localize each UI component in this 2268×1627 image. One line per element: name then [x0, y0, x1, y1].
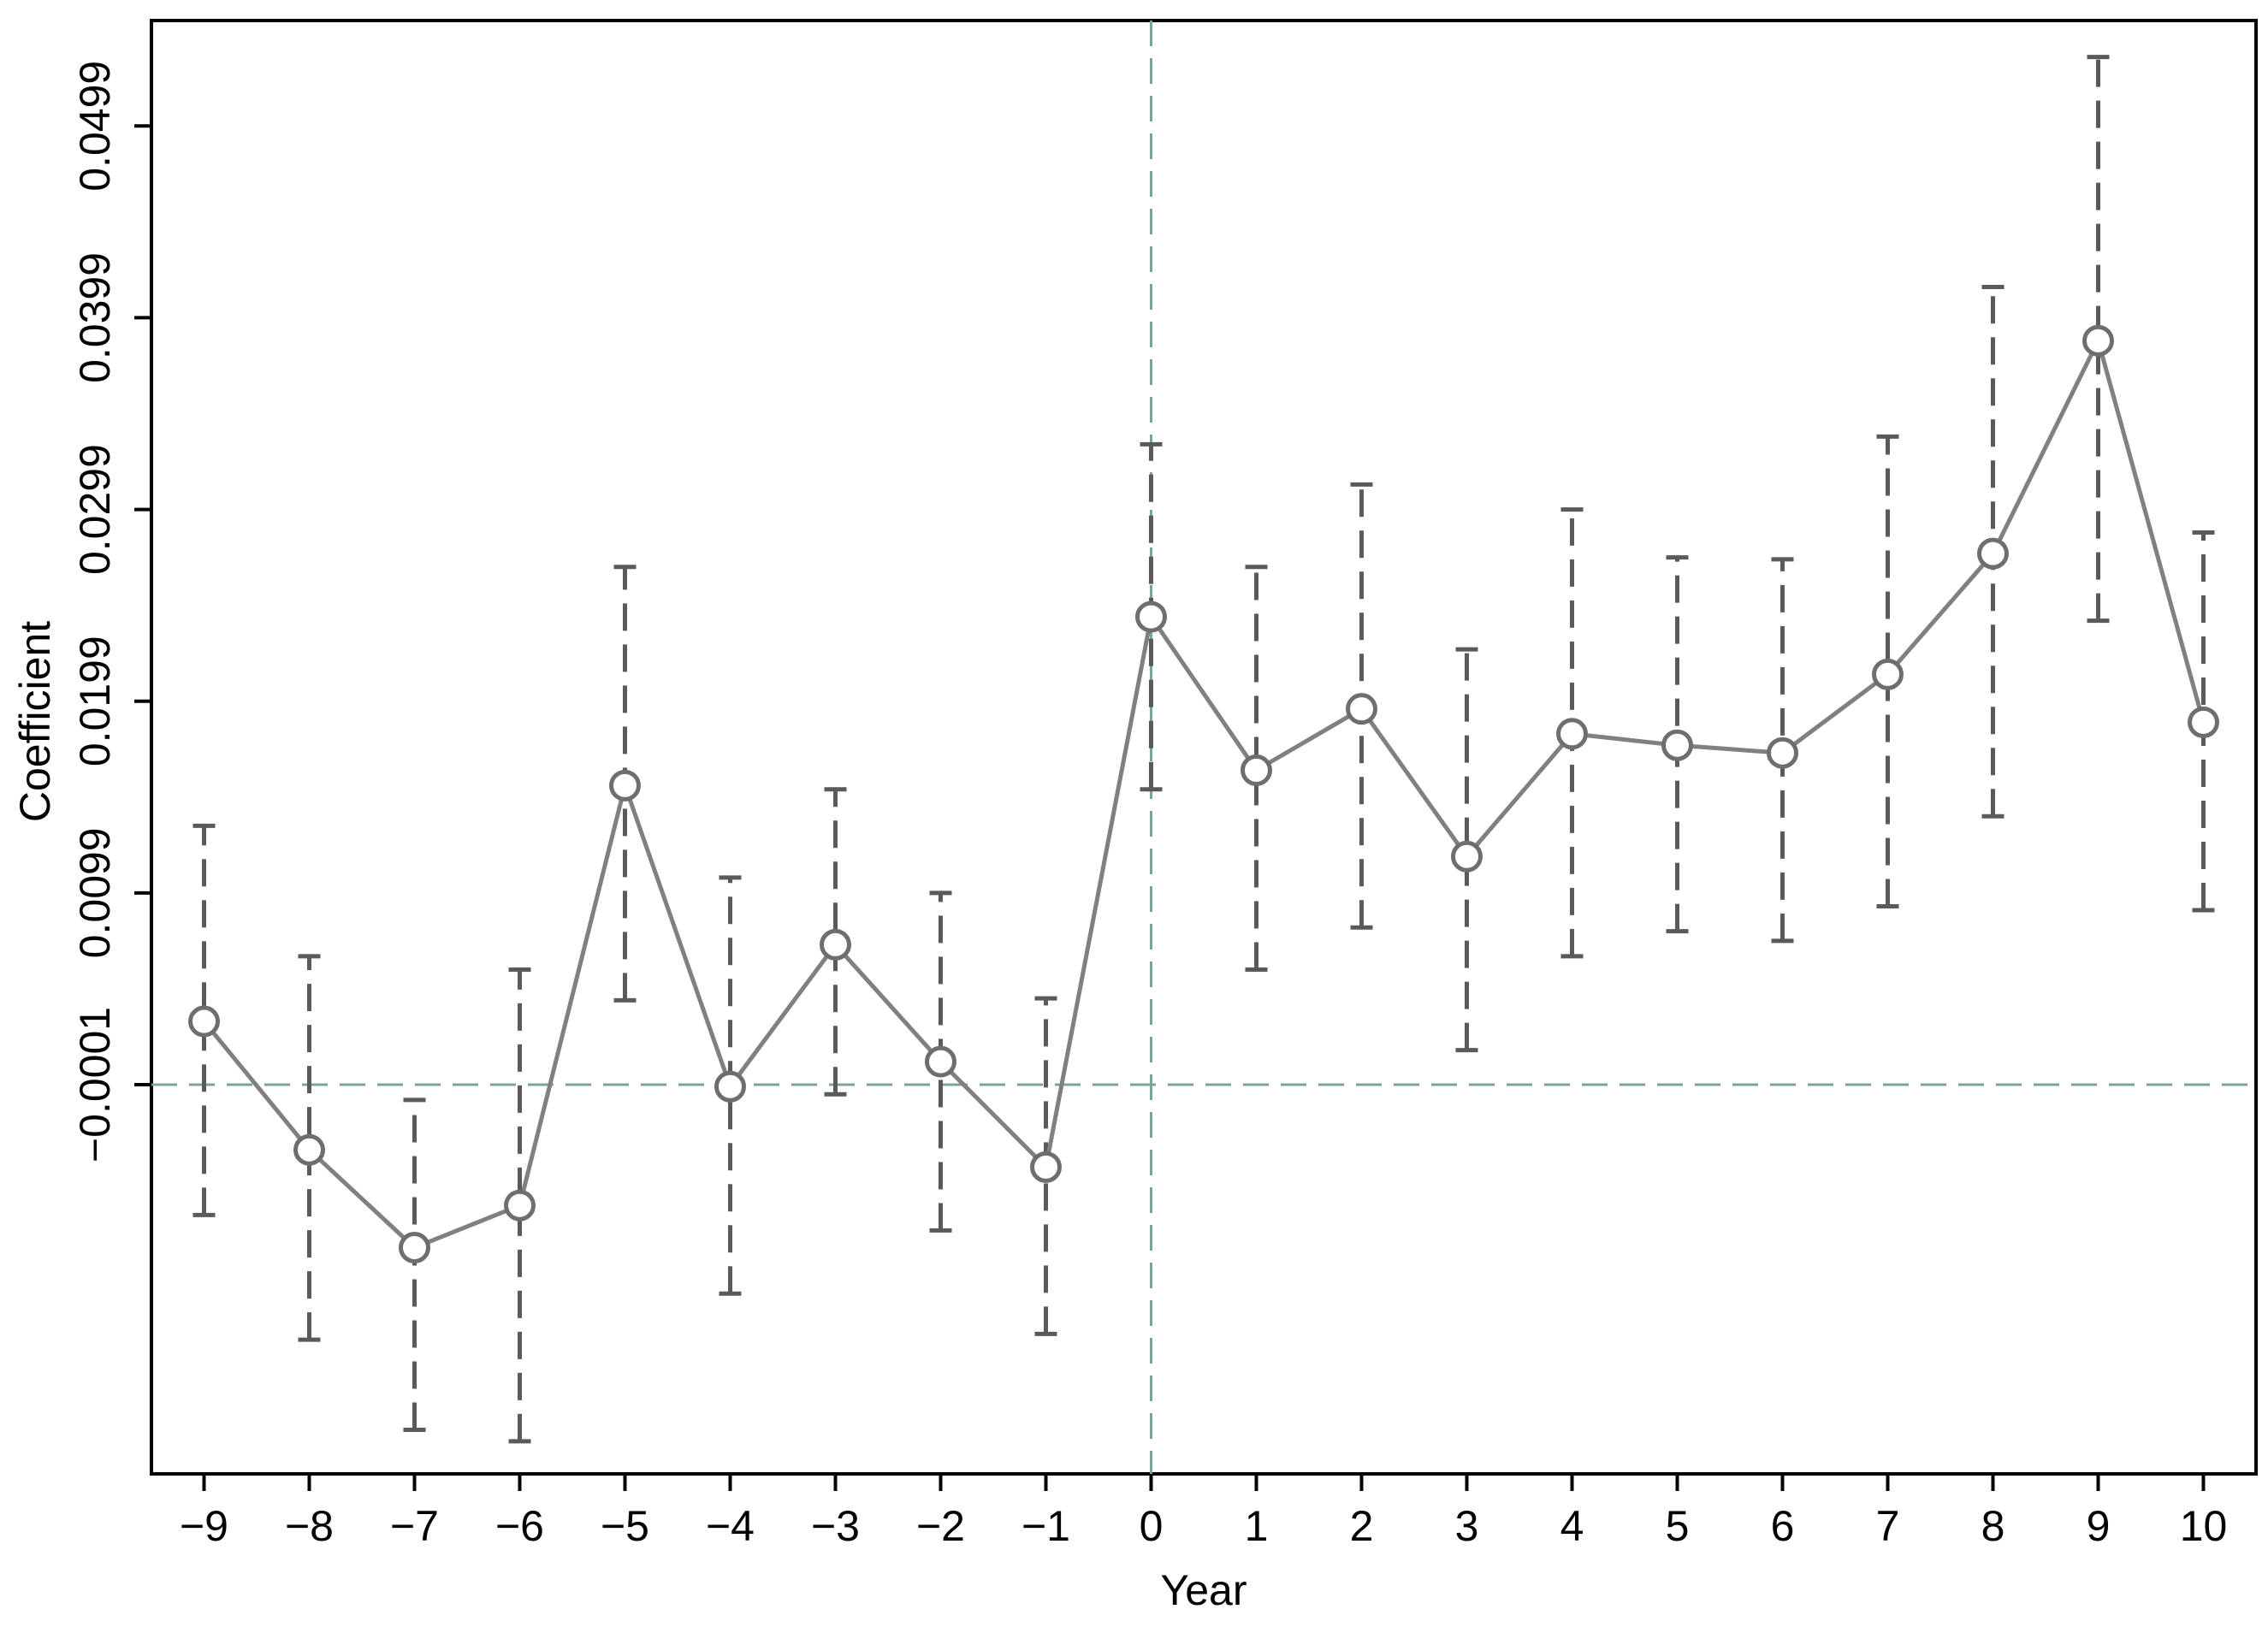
point-markers — [188, 324, 2219, 1264]
x-tick-label: −3 — [811, 1502, 860, 1550]
data-point — [1030, 1151, 1062, 1183]
series-line — [202, 338, 2206, 1250]
ci-bar — [1245, 565, 1268, 973]
y-tick-label: −0.0001 — [71, 1007, 119, 1163]
x-axis-ticks: −9 −8 −7 −6 −5 −4 −3 −2 −1 0 1 2 3 4 5 6 7 8 9 10 — [180, 1474, 2227, 1550]
data-point — [1977, 537, 2009, 570]
data-point — [1661, 729, 1693, 761]
x-tick-label: −4 — [706, 1502, 755, 1550]
y-axis-title: Coefficient — [11, 621, 59, 822]
x-tick-label: 4 — [1560, 1502, 1584, 1550]
data-point — [293, 1133, 325, 1166]
data-point — [1556, 718, 1588, 750]
ci-bar — [1455, 647, 1478, 1053]
x-tick-label: 3 — [1455, 1502, 1479, 1550]
data-point — [1451, 840, 1483, 873]
data-point — [1241, 754, 1272, 786]
ci-bar — [1876, 434, 1899, 909]
ci-bar — [508, 967, 531, 1444]
y-tick-label: 0.0499 — [71, 61, 119, 192]
plot-frame — [150, 19, 2258, 1476]
x-tick-label: 7 — [1876, 1502, 1900, 1550]
y-tick-label: 0.0099 — [71, 827, 119, 958]
data-point — [2082, 324, 2114, 357]
ci-bar — [298, 954, 321, 1342]
x-tick-label: 8 — [1981, 1502, 2005, 1550]
y-tick-label: 0.0299 — [71, 444, 119, 575]
data-point — [504, 1189, 536, 1222]
ci-bar — [192, 823, 216, 1217]
confidence-intervals — [192, 55, 2215, 1444]
data-point — [609, 769, 641, 802]
x-tick-label: −7 — [390, 1502, 439, 1550]
data-point — [925, 1045, 956, 1078]
data-point — [1135, 601, 1167, 633]
x-tick-label: −9 — [180, 1502, 228, 1550]
x-tick-label: 0 — [1140, 1502, 1164, 1550]
series-line-group — [202, 338, 2206, 1250]
x-tick-label: −8 — [285, 1502, 334, 1550]
x-tick-label: 1 — [1245, 1502, 1269, 1550]
x-tick-label: −6 — [495, 1502, 544, 1550]
data-point — [1872, 658, 1904, 690]
x-tick-label: 10 — [2180, 1502, 2228, 1550]
reference-lines — [151, 21, 2256, 1474]
x-tick-label: 2 — [1350, 1502, 1374, 1550]
y-axis-ticks: −0.0001 0.0099 0.0199 0.0299 0.0399 0.0499 — [71, 61, 151, 1163]
ci-bar — [2087, 55, 2110, 624]
data-point — [714, 1070, 746, 1103]
x-tick-label: 9 — [2087, 1502, 2111, 1550]
x-tick-label: −1 — [1021, 1502, 1070, 1550]
x-tick-label: 6 — [1771, 1502, 1795, 1550]
data-point — [188, 1005, 220, 1038]
x-tick-label: −5 — [601, 1502, 649, 1550]
y-tick-label: 0.0199 — [71, 636, 119, 766]
data-point — [2188, 706, 2219, 738]
data-point — [1767, 737, 1798, 769]
x-tick-label: 5 — [1666, 1502, 1690, 1550]
x-tick-label: −2 — [916, 1502, 965, 1550]
ci-bar — [403, 1097, 426, 1432]
data-point — [1346, 693, 1377, 725]
data-point — [820, 928, 851, 961]
y-tick-label: 0.0399 — [71, 252, 119, 383]
ci-bar — [824, 787, 847, 1097]
x-axis-title: Year — [1160, 1566, 1247, 1614]
data-point — [399, 1232, 430, 1264]
